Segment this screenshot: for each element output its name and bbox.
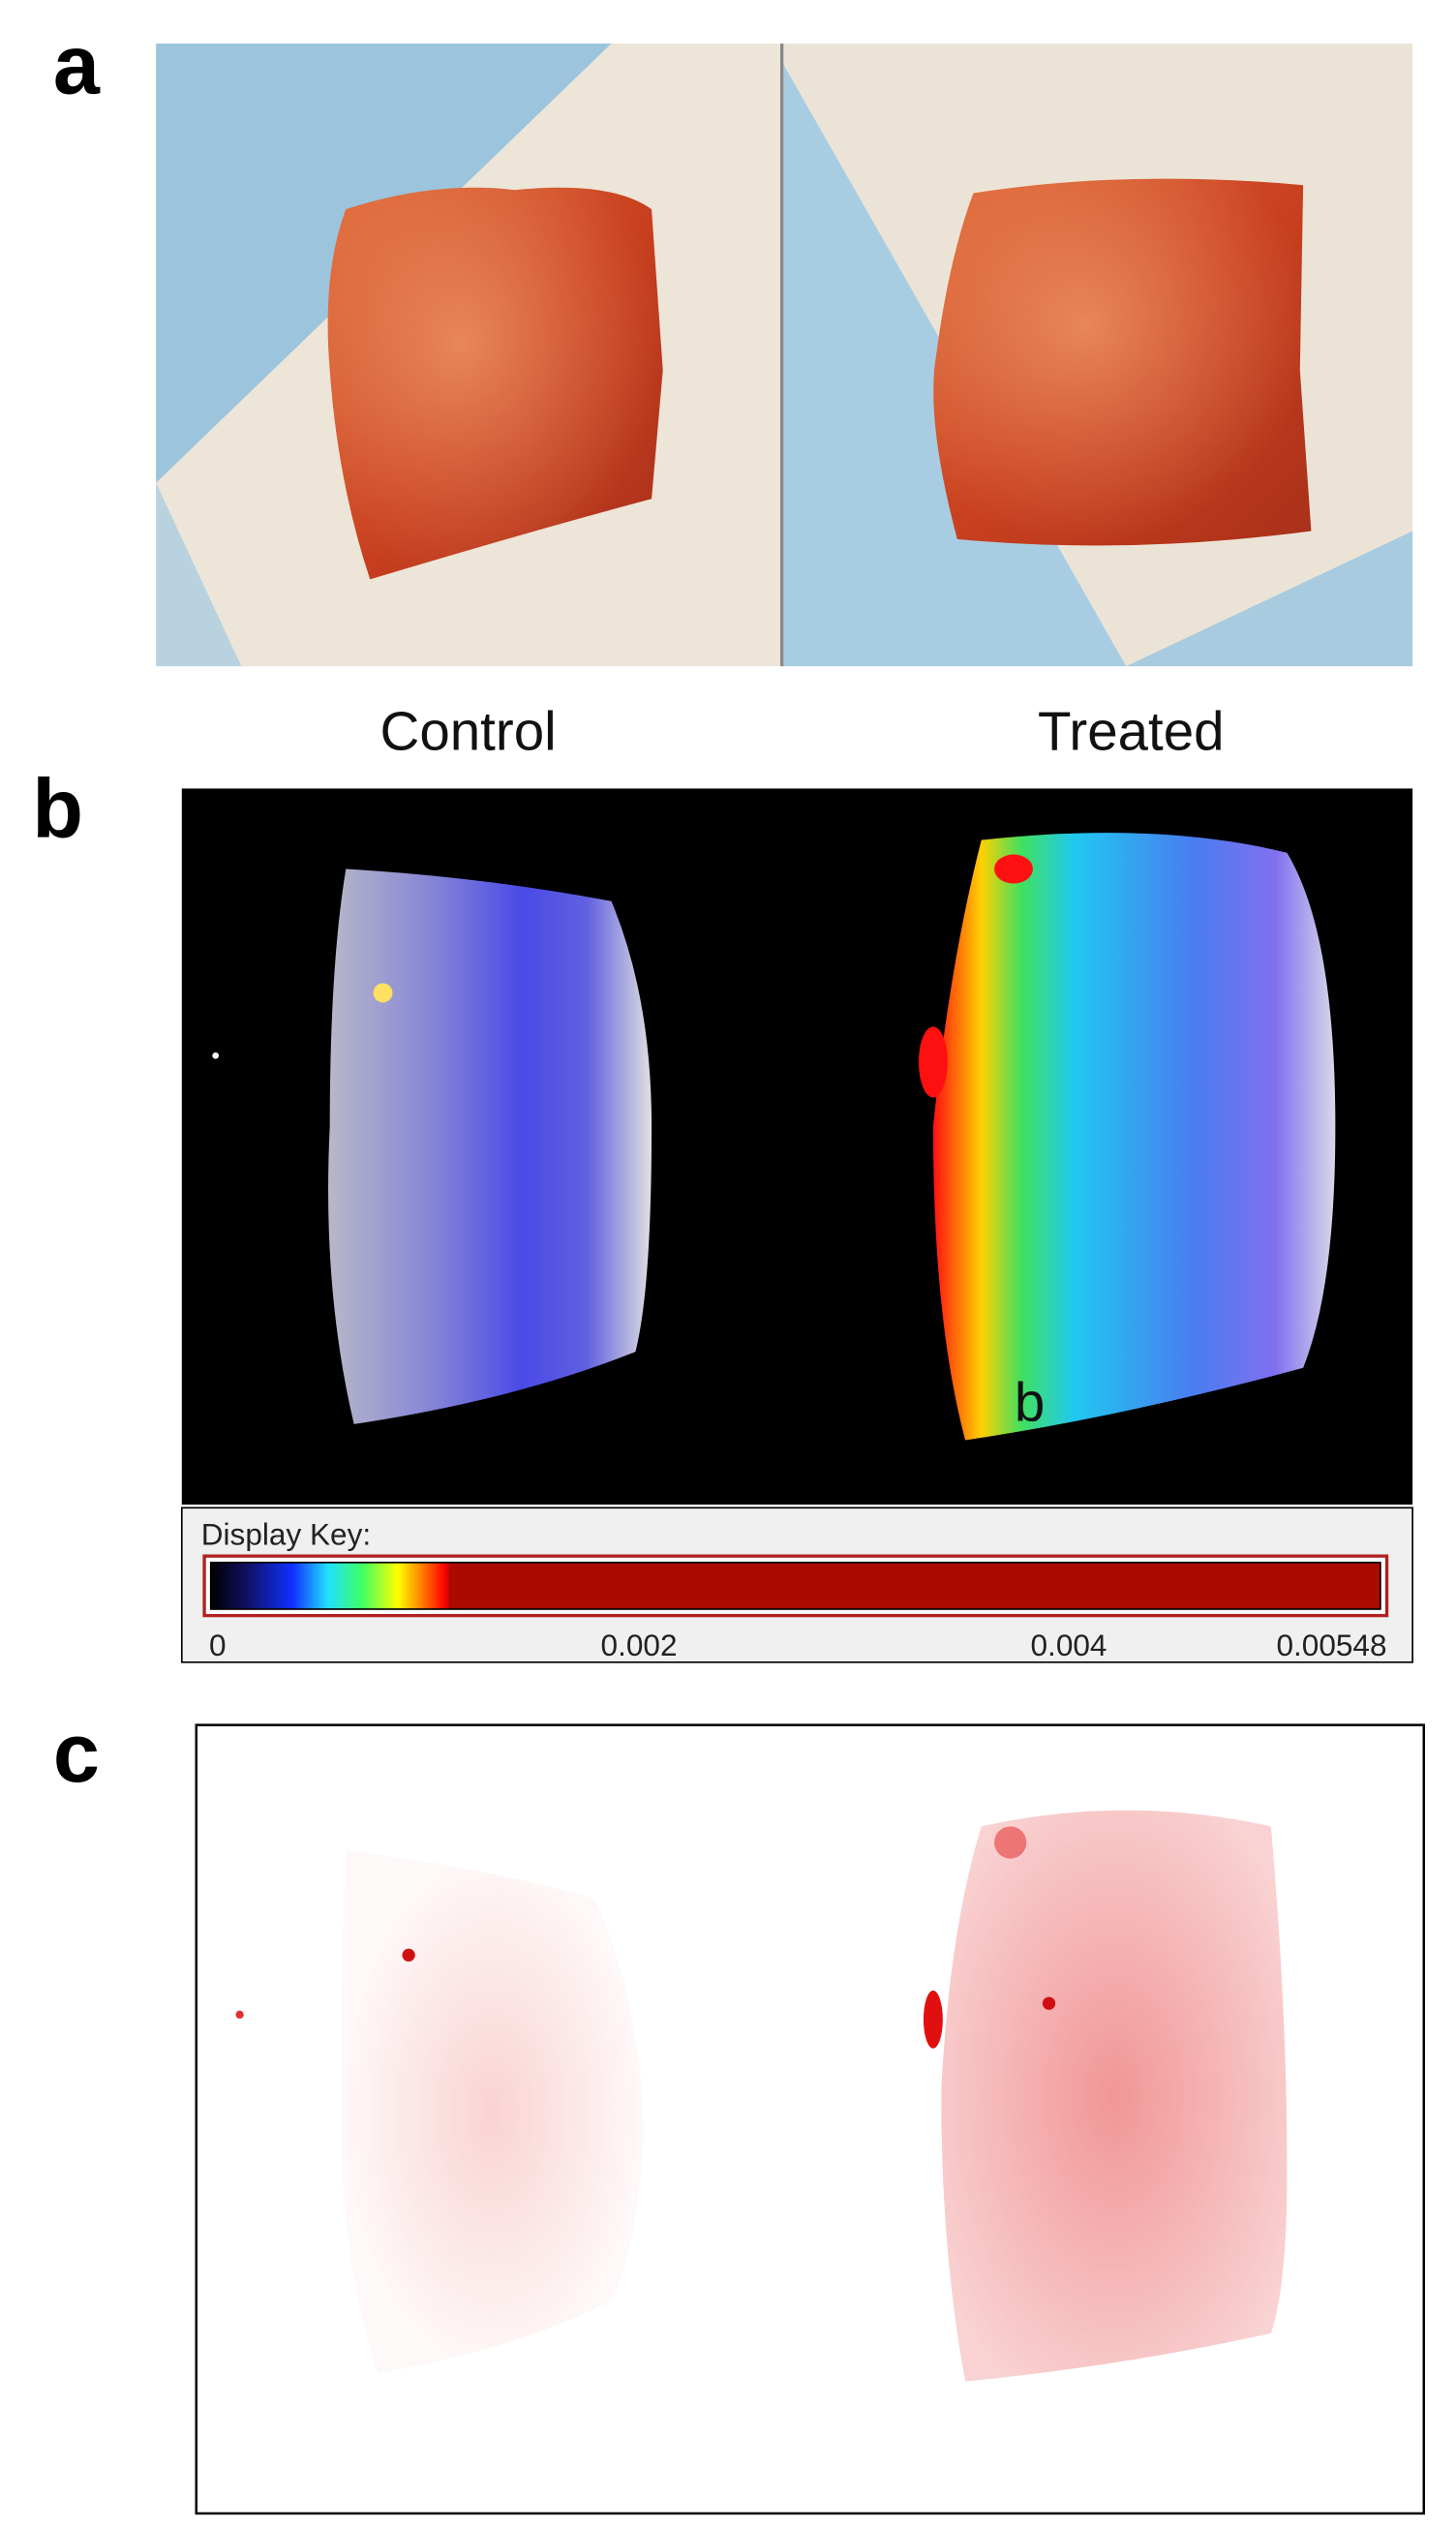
panel-label: a xyxy=(53,18,101,111)
intensity-image xyxy=(195,1723,1426,2515)
fluorescence-image: b xyxy=(181,788,1413,1505)
key-tick-label: 0.002 xyxy=(601,1628,678,1662)
inset-label: b xyxy=(1015,1372,1045,1433)
column-label: Control xyxy=(380,701,557,762)
panel-label: c xyxy=(53,1707,100,1800)
photo xyxy=(156,43,1413,667)
panel-label: b xyxy=(32,762,83,855)
key-ticks: 0 0.002 0.004 0.00548 xyxy=(209,1628,1386,1662)
key-title: Display Key: xyxy=(201,1516,371,1551)
key-tick-label: 0 xyxy=(209,1628,227,1662)
key-tick-label: 0.00548 xyxy=(1276,1628,1386,1662)
display-key: Display Key: 0 0.002 0.004 0.00548 xyxy=(180,1507,1413,1663)
column-label: Treated xyxy=(1038,701,1225,762)
key-tick-label: 0.004 xyxy=(1031,1628,1107,1662)
